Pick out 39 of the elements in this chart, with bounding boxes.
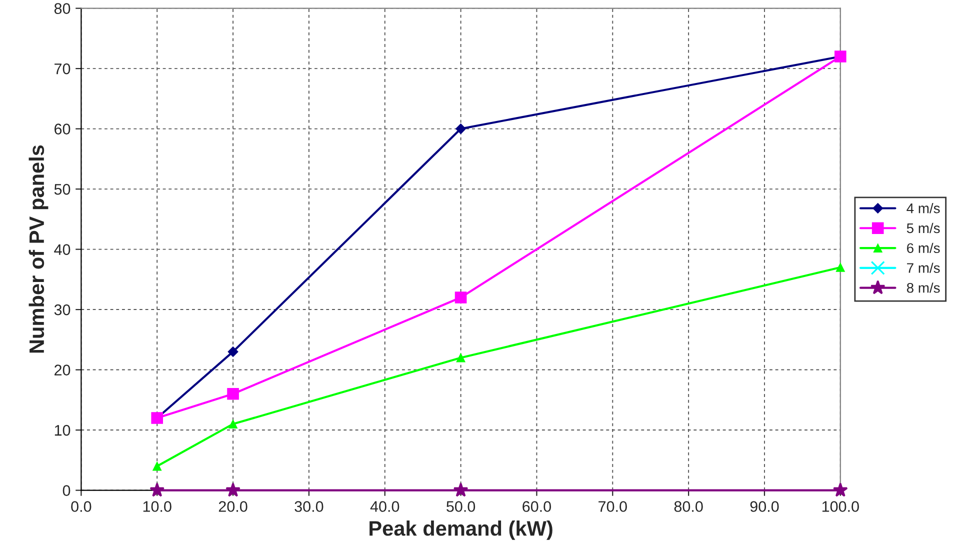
x-tick-label: 80.0	[674, 501, 703, 512]
y-tick-label: 30	[54, 304, 70, 316]
y-tick-label: 60	[54, 124, 70, 134]
legend-label: 8 m/s	[906, 282, 940, 293]
point	[152, 462, 162, 471]
point	[454, 292, 467, 304]
x-tick-label: 40.0	[370, 501, 400, 512]
x-tick-label: 100.0	[822, 501, 859, 512]
point	[226, 482, 240, 497]
x-tick-label: 70.0	[598, 501, 627, 512]
y-tick-label: 20	[54, 364, 70, 376]
point	[836, 262, 845, 272]
x-tick-label: 90.0	[750, 501, 779, 512]
legend-label: 4 m/s	[906, 203, 940, 214]
point	[456, 353, 466, 362]
point	[456, 124, 466, 134]
x-tick-label: 20.0	[218, 501, 248, 512]
y-tick-label: 40	[54, 244, 70, 255]
legend-label: 5 m/s	[906, 222, 940, 234]
x-tick-label: 0.0	[71, 501, 92, 512]
point	[150, 482, 165, 497]
y-tick-label: 50	[54, 184, 70, 195]
point	[453, 482, 468, 497]
point	[227, 388, 239, 400]
x-tick-label: 50.0	[446, 501, 476, 512]
y-tick-label: 0	[62, 485, 70, 496]
x-tick-label: 30.0	[294, 501, 324, 512]
x-tick-label: 60.0	[522, 501, 551, 512]
legend-label: 7 m/s	[907, 262, 940, 273]
x-axis-title: Peak demand (kW)	[370, 520, 552, 540]
x-tick-label: 10.0	[143, 501, 172, 512]
y-tick-label: 10	[54, 424, 70, 436]
y-axis-title: Number of PV panels	[28, 145, 48, 353]
legend-label: 6 m/s	[907, 242, 940, 254]
y-tick-label: 70	[54, 63, 70, 74]
point	[228, 420, 238, 429]
point	[832, 482, 848, 497]
y-tick-label: 80	[54, 3, 70, 14]
point	[228, 346, 238, 357]
